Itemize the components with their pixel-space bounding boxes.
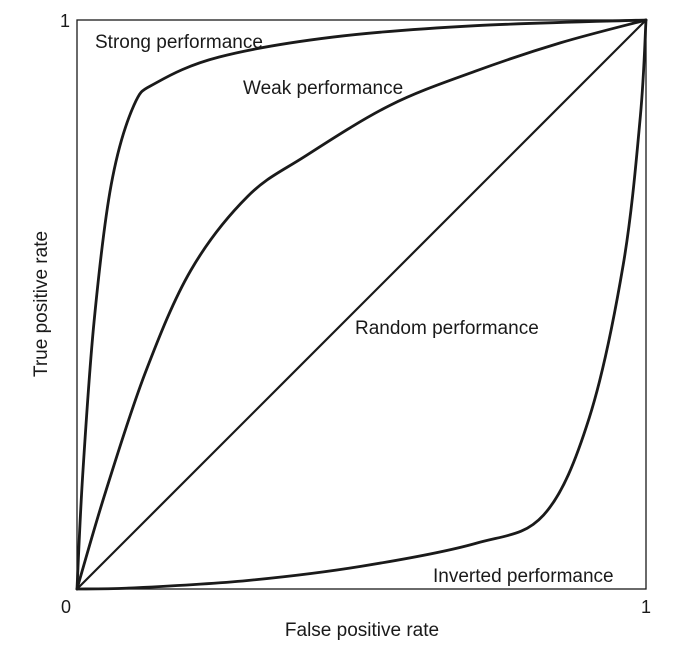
series-line-random xyxy=(75,18,648,591)
series-label-random: Random performance xyxy=(355,318,539,339)
y-tick-label-1: 1 xyxy=(60,11,70,31)
x-axis-title: False positive rate xyxy=(285,620,439,641)
series-line-weak xyxy=(75,18,648,591)
series-label-strong: Strong performance xyxy=(95,32,263,53)
series-label-weak: Weak performance xyxy=(243,78,403,99)
series-line-inverted xyxy=(75,18,648,591)
tick-labels: 0 1 1 xyxy=(60,11,651,617)
x-tick-label-1: 1 xyxy=(641,597,651,617)
series-labels: Strong performance Weak performance Random… xyxy=(95,32,614,587)
x-tick-label-0: 0 xyxy=(61,597,71,617)
y-axis-title: True positive rate xyxy=(31,231,52,377)
series-lines xyxy=(75,18,648,591)
plot-frame xyxy=(76,19,647,590)
series-label-inverted: Inverted performance xyxy=(433,566,614,587)
series-line-strong xyxy=(75,18,648,591)
